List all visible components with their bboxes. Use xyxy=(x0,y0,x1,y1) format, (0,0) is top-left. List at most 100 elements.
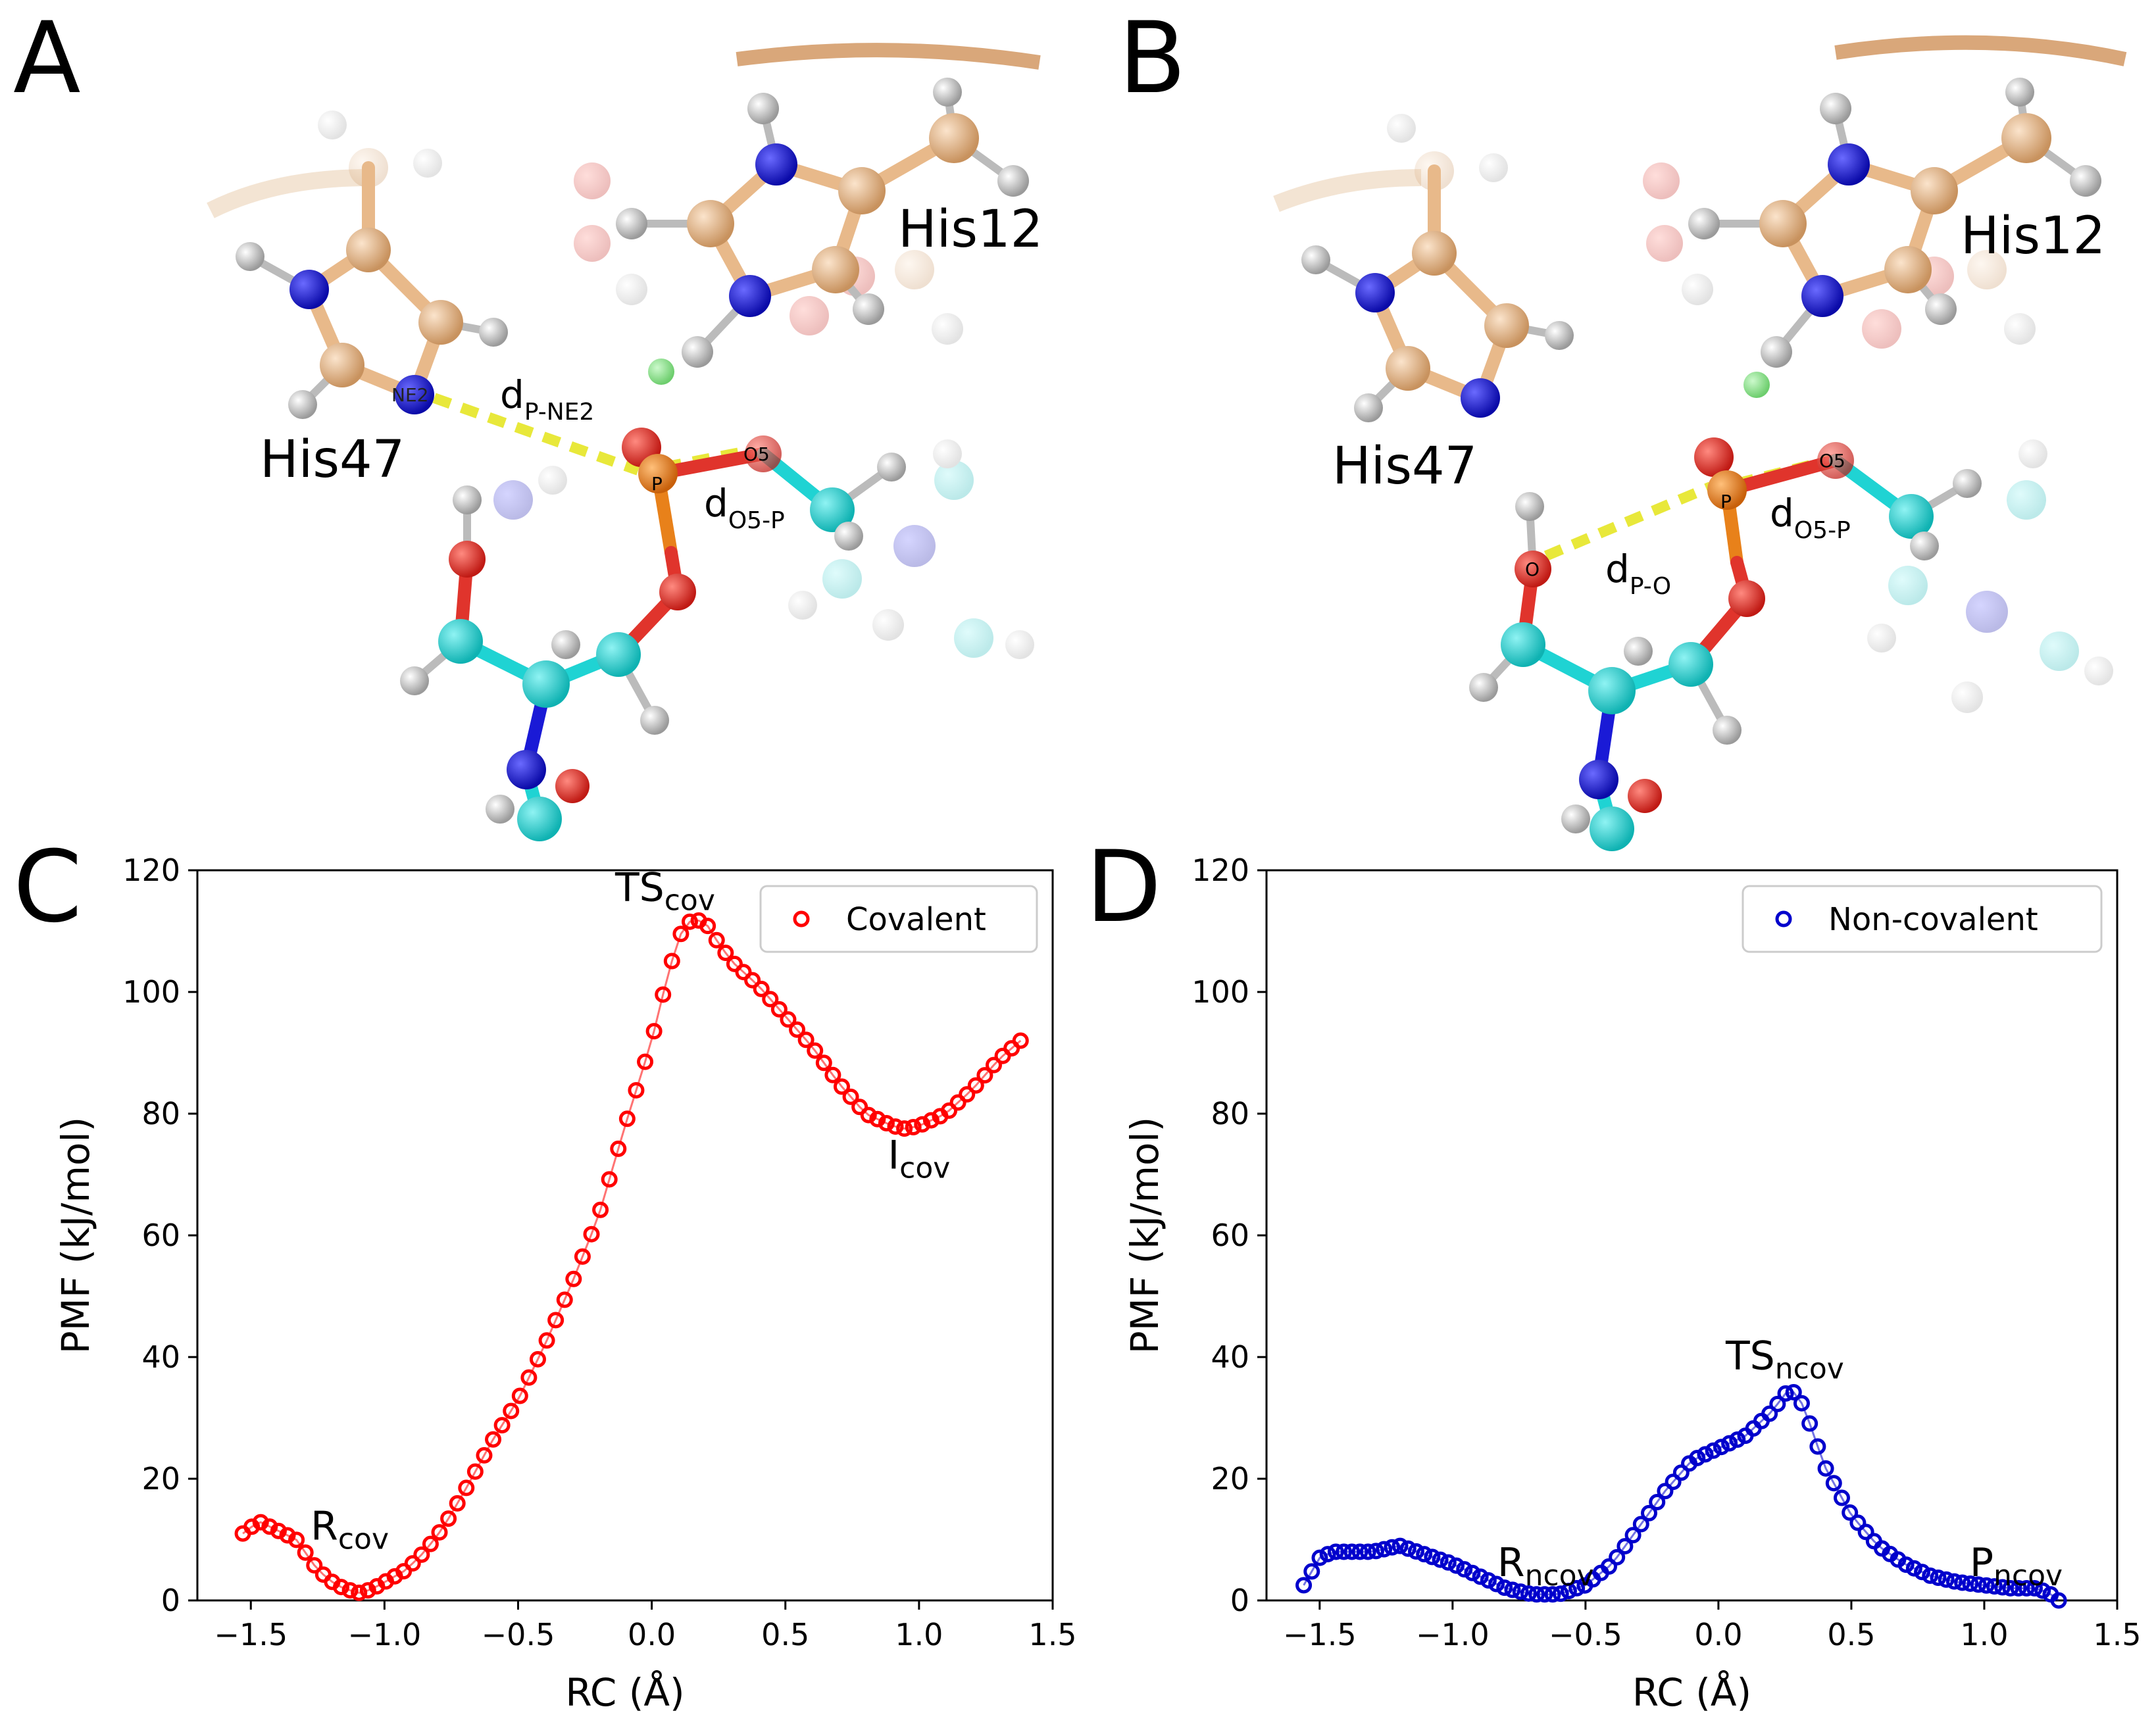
distance-label-o5-p-a: dO5-P xyxy=(704,481,785,534)
x-tick-label: 0.5 xyxy=(761,1617,809,1652)
backbone-ribbon-b xyxy=(1834,35,2127,66)
data-point xyxy=(1825,1475,1842,1492)
data-point xyxy=(1295,1577,1313,1594)
data-point xyxy=(520,1369,538,1386)
data-point xyxy=(1922,1567,1939,1584)
data-point xyxy=(959,1086,976,1103)
distance-line-p-ne2 xyxy=(432,393,640,476)
structure-panel-a: A xyxy=(13,1,1043,841)
data-point xyxy=(2010,1580,2027,1596)
x-tick-label: −0.5 xyxy=(1549,1617,1622,1652)
y-tick-label: 0 xyxy=(1230,1583,1249,1618)
panel-label-c: C xyxy=(13,830,82,945)
data-point xyxy=(1777,1385,1794,1402)
panel-label-b: B xyxy=(1118,1,1186,116)
backbone-ribbon-faint-b xyxy=(1273,169,1422,212)
faded-residues-b xyxy=(1387,114,2113,713)
series-line xyxy=(1303,1391,2060,1602)
data-point xyxy=(1311,1549,1328,1566)
data-point xyxy=(699,918,716,935)
data-point xyxy=(1632,1516,1649,1533)
data-point xyxy=(949,1094,966,1111)
data-point xyxy=(807,1042,824,1059)
y-tick-label: 40 xyxy=(1211,1339,1249,1375)
atom-label-o5-a: O5 xyxy=(743,443,770,465)
data-point xyxy=(770,1001,788,1018)
his47-atoms xyxy=(236,228,508,419)
data-point xyxy=(1504,1581,1521,1598)
data-point xyxy=(297,1544,314,1561)
x-tick-label: 1.5 xyxy=(1028,1617,1076,1652)
data-point xyxy=(1464,1564,1481,1581)
legend-box xyxy=(759,885,1038,953)
data-point xyxy=(1399,1540,1416,1557)
data-point xyxy=(1930,1569,1947,1586)
y-tick-label: 60 xyxy=(1211,1218,1249,1253)
annotation-label: Rcov xyxy=(311,1504,389,1556)
data-point xyxy=(967,1077,984,1094)
y-tick-label: 120 xyxy=(122,853,180,888)
data-point xyxy=(2018,1580,2035,1596)
data-point xyxy=(565,1270,582,1287)
atom-label-o-b: O xyxy=(1525,558,1540,580)
data-point xyxy=(717,945,734,962)
y-tick-label: 80 xyxy=(1211,1096,1249,1131)
his12-atoms xyxy=(616,78,1029,385)
data-point xyxy=(1954,1574,1971,1591)
y-tick-label: 100 xyxy=(1191,974,1249,1010)
x-tick-label: 1.0 xyxy=(895,1617,943,1652)
data-point xyxy=(1970,1576,1987,1593)
data-point xyxy=(1327,1543,1344,1560)
data-point xyxy=(1012,1032,1029,1049)
data-point xyxy=(941,1102,958,1119)
data-point xyxy=(1407,1543,1424,1560)
annotation-label: Icov xyxy=(888,1132,950,1185)
ligand-atoms-b xyxy=(1469,437,1982,851)
data-point xyxy=(592,1201,609,1218)
data-point xyxy=(708,931,725,949)
data-point xyxy=(860,1106,877,1124)
data-point xyxy=(583,1225,600,1243)
data-point xyxy=(1568,1579,1586,1596)
data-point xyxy=(735,964,752,981)
data-point xyxy=(1817,1460,1834,1477)
chart-covalent: 0 20 40 60 80 100 120 −1.5 −1.0 −0.5 0.0 0.5 1.0 1.5 R… xyxy=(53,853,1077,1715)
x-axis-label: RC (Å) xyxy=(565,1670,684,1715)
data-point xyxy=(896,1120,913,1137)
x-tick-label: 1.0 xyxy=(1960,1617,2008,1652)
data-point xyxy=(1785,1383,1802,1400)
data-point xyxy=(601,1171,618,1188)
y-tick-label: 40 xyxy=(141,1339,180,1375)
data-point xyxy=(1962,1575,1979,1592)
data-point xyxy=(574,1248,591,1265)
y-tick-label: 20 xyxy=(141,1461,180,1497)
data-point xyxy=(1665,1473,1682,1491)
data-point xyxy=(833,1078,850,1095)
data-point xyxy=(610,1140,627,1157)
atom-label-o5-b: O5 xyxy=(1819,450,1845,472)
data-point xyxy=(1809,1438,1826,1455)
data-point xyxy=(789,1021,806,1038)
data-point xyxy=(1384,1539,1401,1556)
y-axis-label: PMF (kJ/mol) xyxy=(1122,1117,1167,1354)
data-point xyxy=(1512,1583,1529,1600)
data-point xyxy=(914,1116,931,1133)
data-point xyxy=(1336,1543,1353,1560)
data-point xyxy=(511,1387,528,1404)
x-tick-label: −1.0 xyxy=(1416,1617,1490,1652)
plot-frame xyxy=(196,869,1054,1602)
data-point xyxy=(413,1546,430,1563)
data-point xyxy=(1432,1551,1449,1568)
data-point xyxy=(1842,1504,1859,1521)
data-point xyxy=(431,1523,448,1541)
data-point xyxy=(1536,1586,1553,1603)
data-point xyxy=(1448,1557,1465,1574)
x-tick-label: 1.5 xyxy=(2093,1617,2141,1652)
data-point xyxy=(672,926,689,943)
data-point xyxy=(1528,1586,1545,1603)
data-point xyxy=(1319,1546,1336,1563)
data-point xyxy=(1391,1537,1409,1554)
data-point xyxy=(1761,1405,1778,1422)
data-point xyxy=(449,1495,466,1512)
his12-atoms-b xyxy=(1688,78,2101,398)
